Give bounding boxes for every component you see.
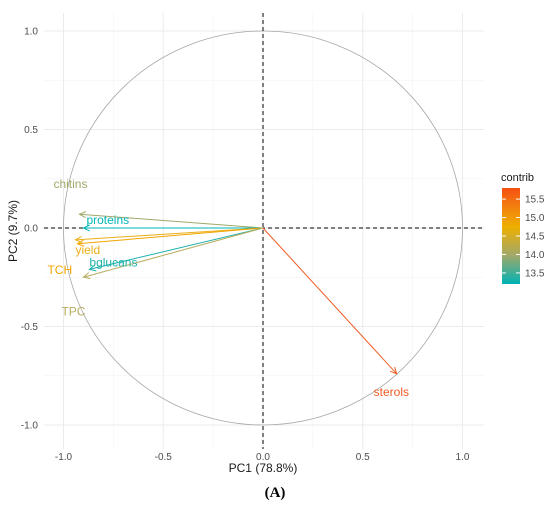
x-tick-label: 1.0: [456, 452, 470, 463]
variable-arrows: [74, 211, 398, 375]
panel-label: (A): [264, 485, 286, 501]
correlation-circle-layer: [63, 30, 463, 426]
arrow-TPC: [83, 227, 264, 278]
variable-label-chitins: chitins: [53, 177, 87, 191]
plot-panel: [44, 13, 484, 449]
y-tick-label: 0.5: [24, 125, 38, 136]
legend-title: contrib: [501, 172, 534, 184]
x-tick-labels: -1.0 -0.5 0.0 0.5 1.0: [55, 452, 470, 463]
arrow-yield: [75, 227, 264, 241]
legend-tick-label: 14.5: [525, 232, 545, 243]
x-tick-label: 0.5: [356, 452, 370, 463]
arrowhead-yield: [74, 235, 83, 243]
variable-label-TPC: TPC: [61, 304, 85, 318]
arrowhead-sterols: [389, 366, 398, 375]
x-tick-label: -1.0: [55, 452, 73, 463]
legend-tick-label: 13.5: [525, 268, 545, 279]
arrow-TCH: [77, 227, 264, 245]
x-tick-label: -0.5: [155, 452, 173, 463]
legend-ticks: 13.5 14.0 14.5 15.0 15.5: [502, 195, 545, 279]
legend-tick-label: 15.0: [525, 213, 545, 224]
arrowhead-TPC: [82, 272, 91, 280]
y-tick-label: 1.0: [24, 27, 38, 38]
legend-colorbar: [502, 188, 520, 284]
variable-label-bglucans: bglucans: [89, 255, 137, 269]
variable-label-proteins: proteins: [86, 213, 129, 227]
x-axis-title: PC1 (78.8%): [229, 461, 298, 475]
legend-tick-label: 14.0: [525, 250, 545, 261]
arrowhead-TCH: [76, 239, 85, 247]
color-legend: contrib 13.5 14.0 14.5 15.0 15.5: [501, 172, 545, 284]
arrowhead-bglucans: [88, 264, 97, 272]
arrow-bglucans: [89, 227, 264, 270]
variable-label-TCH: TCH: [47, 263, 72, 277]
legend-tick-label: 15.5: [525, 195, 545, 206]
variable-label-sterols: sterols: [374, 385, 409, 399]
arrowhead-proteins: [82, 224, 90, 232]
y-tick-label: 0.0: [24, 224, 38, 235]
y-tick-label: -0.5: [21, 322, 39, 333]
x-tick-label: 0.0: [256, 452, 270, 463]
arrow-chitins: [79, 213, 264, 229]
variable-label-yield: yield: [75, 243, 100, 257]
arrow-sterols: [262, 227, 398, 375]
y-axis-title: PC2 (9.7%): [6, 200, 20, 262]
y-tick-label: -1.0: [21, 421, 39, 432]
correlation-circle: [63, 30, 463, 426]
y-tick-labels: -1.0 -0.5 0.0 0.5 1.0: [21, 27, 39, 432]
arrowhead-chitins: [78, 211, 87, 219]
